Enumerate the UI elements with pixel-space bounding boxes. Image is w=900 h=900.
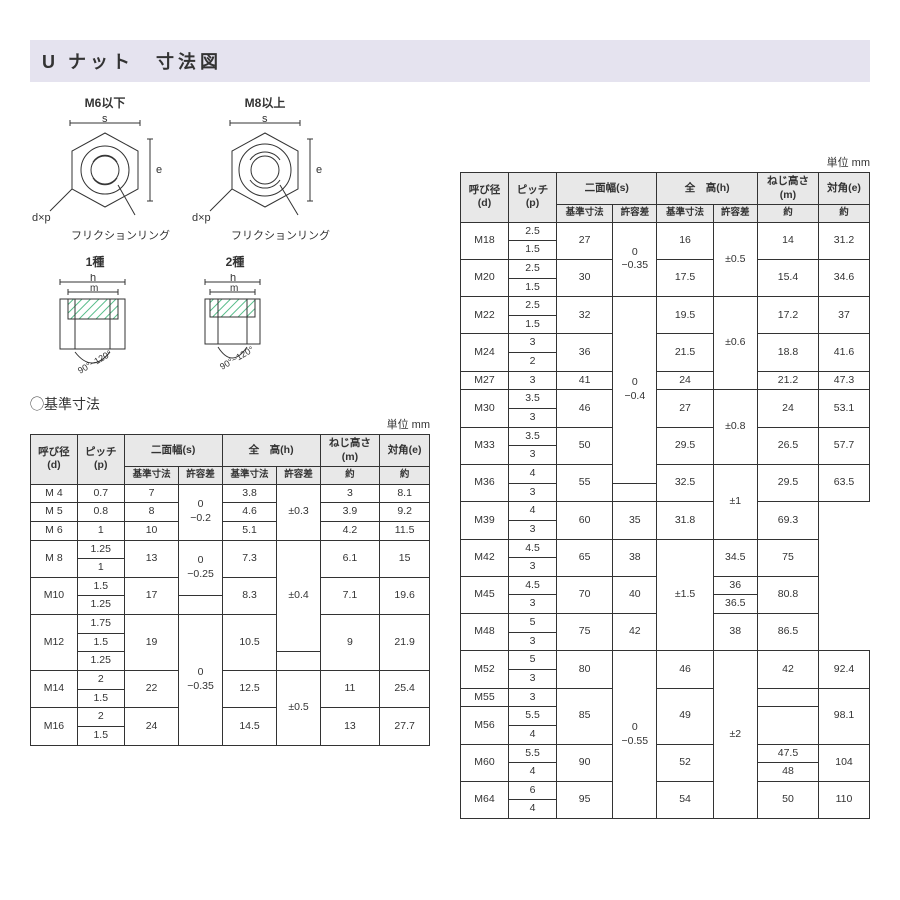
nut-top-icon: s e d×p [30,115,180,225]
nut-side-icon: h m 90°~120° [30,274,160,384]
table-row: M273412421.247.3 [461,371,870,390]
table-row: M605.5905247.5104 [461,744,870,763]
svg-text:e: e [316,164,322,176]
table-row: M553854998.1 [461,688,870,707]
table-row: M2433621.518.841.6 [461,334,870,353]
nut-side-icon: h m 90°~120° [170,274,300,384]
table-row: M101.5178.37.119.6 [31,577,430,596]
table-row: M 81.25130−0.257.3±0.46.115 [31,540,430,559]
table-row: M 61105.14.211.5 [31,521,430,540]
table-row: M3645532.5±129.563.5 [461,464,870,483]
svg-text:d×p: d×p [192,212,211,224]
table-row: M394603531.869.3 [461,502,870,521]
diagram-m8: M8以上 s e [190,94,340,243]
table-row: M121.75190−0.3510.5921.9 [31,615,430,634]
svg-text:m: m [230,283,238,294]
unit-label: 単位 mm [30,416,430,432]
svg-text:e: e [156,164,162,176]
table-row: M1422212.5±0.51125.4 [31,671,430,690]
table-row: M202.53017.515.434.6 [461,259,870,278]
table-row: M646955450110 [461,781,870,800]
unit-label: 単位 mm [460,154,870,170]
diagram-type2: 2種 h m [170,253,300,384]
svg-text:s: s [102,115,108,125]
table-row: M1622414.51327.7 [31,708,430,727]
table-row: M424.56538±1.534.575 [461,539,870,558]
table-row: M 40.770−0.23.8±0.338.1 [31,484,430,503]
diagram-m6: M6以下 s e [30,94,180,243]
table-row: M333.55029.526.557.7 [461,427,870,446]
diagram-type1: 1種 h m [30,253,160,384]
page-title: U ナット 寸法図 [30,40,870,82]
svg-text:90°~120°: 90°~120° [76,348,114,376]
table-row: M222.5320−0.419.5±0.617.237 [461,297,870,316]
svg-text:s: s [262,115,268,125]
svg-text:d×p: d×p [32,212,51,224]
table-row: M303.54627±0.82453.1 [461,390,870,409]
section-heading: ◯基準寸法 [30,394,430,414]
table-row: M182.5270−0.3516±0.51431.2 [461,222,870,241]
right-table: 呼び径(d) ピッチ(p) 二面幅(s) 全 高(h) ねじ高さ(m) 対角(e… [460,172,870,819]
table-row: M 50.884.63.99.2 [31,503,430,522]
nut-top-icon: s e d×p [190,115,340,225]
table-row: M525800−0.5546±24292.4 [461,651,870,670]
svg-text:90°~120°: 90°~120° [218,344,256,372]
left-table: 呼び径(d) ピッチ(p) 二面幅(s) 全 高(h) ねじ高さ(m) 対角(e… [30,434,430,746]
svg-text:m: m [90,283,98,294]
